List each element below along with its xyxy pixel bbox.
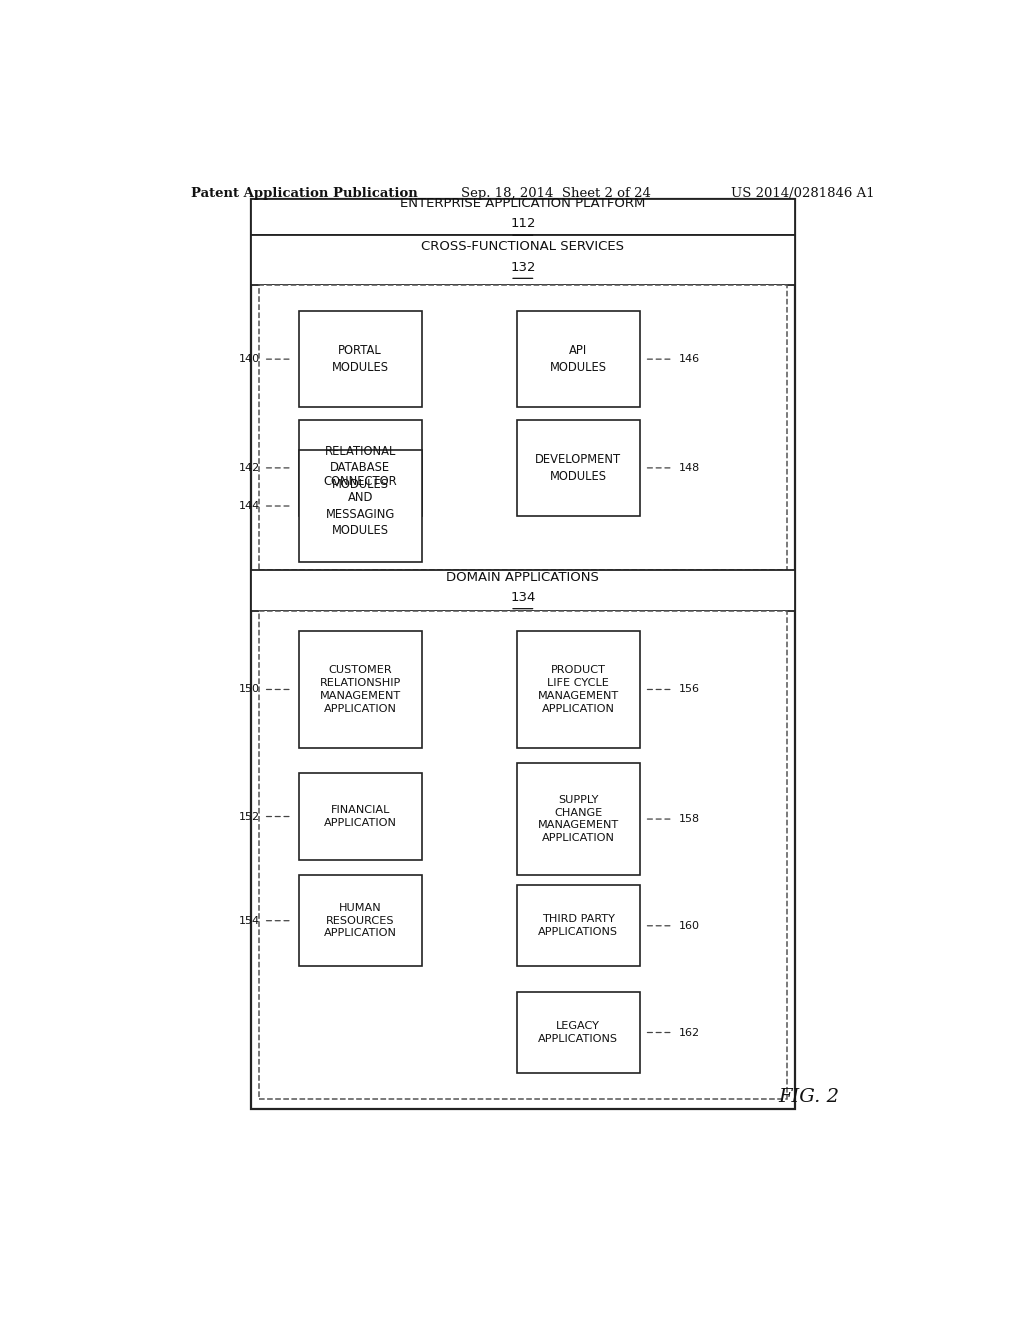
Text: LEGACY
APPLICATIONS: LEGACY APPLICATIONS	[539, 1022, 618, 1044]
Text: 148: 148	[679, 463, 700, 473]
Text: CROSS-FUNCTIONAL SERVICES: CROSS-FUNCTIONAL SERVICES	[421, 240, 625, 253]
Text: 144: 144	[239, 502, 260, 511]
Text: FINANCIAL
APPLICATION: FINANCIAL APPLICATION	[324, 805, 396, 828]
Bar	[517, 763, 640, 875]
Text: Sep. 18, 2014  Sheet 2 of 24: Sep. 18, 2014 Sheet 2 of 24	[461, 187, 651, 201]
Text: 154: 154	[239, 916, 260, 925]
Text: 152: 152	[239, 812, 260, 821]
Text: 142: 142	[239, 463, 260, 473]
Bar	[251, 235, 795, 285]
Bar	[517, 886, 640, 966]
Text: CUSTOMER
RELATIONSHIP
MANAGEMENT
APPLICATION: CUSTOMER RELATIONSHIP MANAGEMENT APPLICA…	[319, 665, 400, 714]
Bar	[299, 450, 422, 562]
Text: ENTERPRISE APPLICATION PLATFORM: ENTERPRISE APPLICATION PLATFORM	[400, 197, 645, 210]
Bar	[251, 199, 795, 1109]
Text: 134: 134	[510, 591, 536, 605]
Bar	[299, 774, 422, 859]
Bar	[299, 631, 422, 748]
Text: DOMAIN APPLICATIONS: DOMAIN APPLICATIONS	[446, 570, 599, 583]
Bar	[299, 875, 422, 966]
Bar	[299, 420, 422, 516]
Bar	[251, 199, 795, 235]
Text: 158: 158	[679, 814, 699, 824]
Bar	[299, 312, 422, 408]
Bar	[517, 312, 640, 408]
Text: 132: 132	[510, 260, 536, 273]
Text: 112: 112	[510, 218, 536, 231]
Text: 162: 162	[679, 1027, 699, 1038]
Text: PRODUCT
LIFE CYCLE
MANAGEMENT
APPLICATION: PRODUCT LIFE CYCLE MANAGEMENT APPLICATIO…	[538, 665, 618, 714]
Text: SUPPLY
CHANGE
MANAGEMENT
APPLICATION: SUPPLY CHANGE MANAGEMENT APPLICATION	[538, 795, 618, 843]
Bar	[517, 631, 640, 748]
Text: 150: 150	[239, 685, 260, 694]
Text: 156: 156	[679, 685, 699, 694]
Text: THIRD PARTY
APPLICATIONS: THIRD PARTY APPLICATIONS	[539, 915, 618, 937]
Text: CONNECTOR
AND
MESSAGING
MODULES: CONNECTOR AND MESSAGING MODULES	[324, 475, 397, 537]
Text: FIG. 2: FIG. 2	[778, 1088, 840, 1106]
Text: DEVELOPMENT
MODULES: DEVELOPMENT MODULES	[536, 453, 622, 483]
Text: API
MODULES: API MODULES	[550, 345, 607, 374]
Text: HUMAN
RESOURCES
APPLICATION: HUMAN RESOURCES APPLICATION	[324, 903, 396, 939]
Text: Patent Application Publication: Patent Application Publication	[191, 187, 418, 201]
Bar	[259, 285, 786, 570]
Text: 140: 140	[239, 354, 260, 364]
Text: PORTAL
MODULES: PORTAL MODULES	[332, 345, 389, 374]
Text: US 2014/0281846 A1: US 2014/0281846 A1	[731, 187, 874, 201]
Text: RELATIONAL
DATABASE
MODULES: RELATIONAL DATABASE MODULES	[325, 445, 396, 491]
Text: 146: 146	[679, 354, 699, 364]
Bar	[517, 420, 640, 516]
Bar	[259, 611, 786, 1098]
Text: 160: 160	[679, 921, 699, 931]
Bar	[517, 991, 640, 1073]
Bar	[251, 570, 795, 611]
